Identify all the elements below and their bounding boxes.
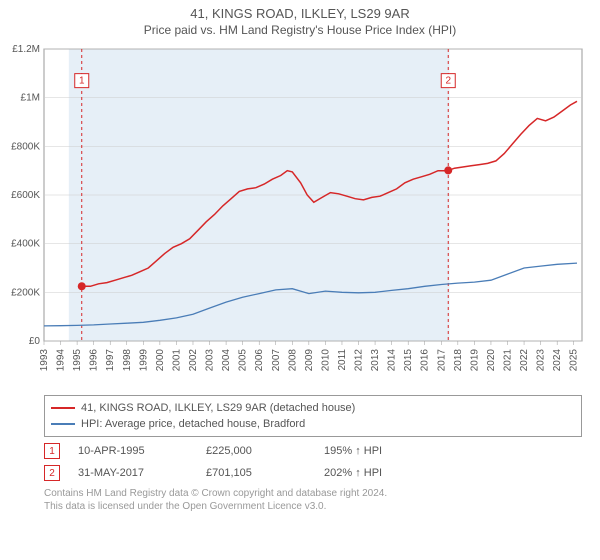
attribution: Contains HM Land Registry data © Crown c… [44, 487, 582, 513]
y-tick-label: £400K [11, 239, 40, 250]
legend-swatch [51, 407, 75, 409]
y-tick-label: £600K [11, 190, 40, 201]
ref-badge: 2 [44, 465, 60, 481]
y-tick-label: £1M [21, 93, 40, 104]
legend-label: HPI: Average price, detached house, Brad… [81, 416, 305, 432]
x-tick-label: 2016 [420, 349, 431, 372]
x-tick-label: 2003 [205, 349, 216, 372]
x-tick-label: 2004 [221, 349, 232, 372]
ref-price: £225,000 [206, 445, 306, 457]
x-tick-label: 2010 [320, 349, 331, 372]
ref-row: 1 10-APR-1995 £225,000 195% ↑ HPI [44, 443, 582, 459]
x-tick-label: 2014 [387, 349, 398, 372]
x-tick-label: 2005 [238, 349, 249, 372]
x-tick-label: 1996 [89, 349, 100, 372]
x-tick-label: 2009 [304, 349, 315, 372]
ref-badge: 1 [44, 443, 60, 459]
x-tick-label: 2015 [403, 349, 414, 372]
x-tick-label: 1999 [138, 349, 149, 372]
legend-swatch [51, 423, 75, 425]
x-tick-label: 2008 [287, 349, 298, 372]
x-tick-label: 2007 [271, 349, 282, 372]
x-tick-label: 1993 [39, 349, 50, 372]
x-tick-label: 2021 [503, 349, 514, 372]
legend: 41, KINGS ROAD, ILKLEY, LS29 9AR (detach… [44, 395, 582, 437]
ref-badge-num: 2 [445, 76, 451, 87]
x-tick-label: 1995 [72, 349, 83, 372]
x-tick-label: 2011 [337, 349, 348, 371]
x-tick-label: 2018 [453, 349, 464, 372]
x-tick-label: 2024 [552, 349, 563, 372]
attrib-line2: This data is licensed under the Open Gov… [44, 500, 582, 513]
page-subtitle: Price paid vs. HM Land Registry's House … [0, 21, 600, 41]
ref-badge-num: 1 [79, 76, 85, 87]
price-chart: £0 £200K £400K £600K £800K £1M £1.2M 1993 1994 19… [0, 41, 600, 391]
x-tick-label: 2019 [469, 349, 480, 372]
y-tick-label: £0 [29, 336, 41, 347]
ref-pct: 195% ↑ HPI [324, 445, 382, 457]
ref-row: 2 31-MAY-2017 £701,105 202% ↑ HPI [44, 465, 582, 481]
x-tick-label: 2022 [519, 349, 530, 372]
y-tick-label: £1.2M [12, 44, 40, 55]
x-tick-label: 2017 [436, 349, 447, 372]
page-title: 41, KINGS ROAD, ILKLEY, LS29 9AR [0, 0, 600, 21]
x-tick-label: 2020 [486, 349, 497, 372]
x-tick-label: 1997 [105, 349, 116, 372]
ref-price: £701,105 [206, 467, 306, 479]
x-tick-label: 2023 [536, 349, 547, 372]
x-tick-label: 2006 [254, 349, 265, 372]
x-tick-label: 2025 [569, 349, 580, 372]
y-tick-label: £800K [11, 141, 40, 152]
x-tick-label: 2001 [171, 349, 182, 372]
x-tick-label: 2013 [370, 349, 381, 372]
legend-item: HPI: Average price, detached house, Brad… [51, 416, 575, 432]
x-tick-label: 1994 [56, 349, 67, 372]
x-tick-label: 2000 [155, 349, 166, 372]
ref-date: 31-MAY-2017 [78, 467, 188, 479]
legend-item: 41, KINGS ROAD, ILKLEY, LS29 9AR (detach… [51, 400, 575, 416]
x-tick-label: 2002 [188, 349, 199, 372]
data-marker [78, 282, 86, 290]
attrib-line1: Contains HM Land Registry data © Crown c… [44, 487, 582, 500]
reference-table: 1 10-APR-1995 £225,000 195% ↑ HPI 2 31-MAY-20… [44, 443, 582, 481]
ref-pct: 202% ↑ HPI [324, 467, 382, 479]
x-tick-label: 1998 [122, 349, 133, 372]
legend-label: 41, KINGS ROAD, ILKLEY, LS29 9AR (detach… [81, 400, 355, 416]
y-tick-label: £200K [11, 287, 40, 298]
data-marker [444, 166, 452, 174]
ref-date: 10-APR-1995 [78, 445, 188, 457]
x-tick-label: 2012 [354, 349, 365, 372]
